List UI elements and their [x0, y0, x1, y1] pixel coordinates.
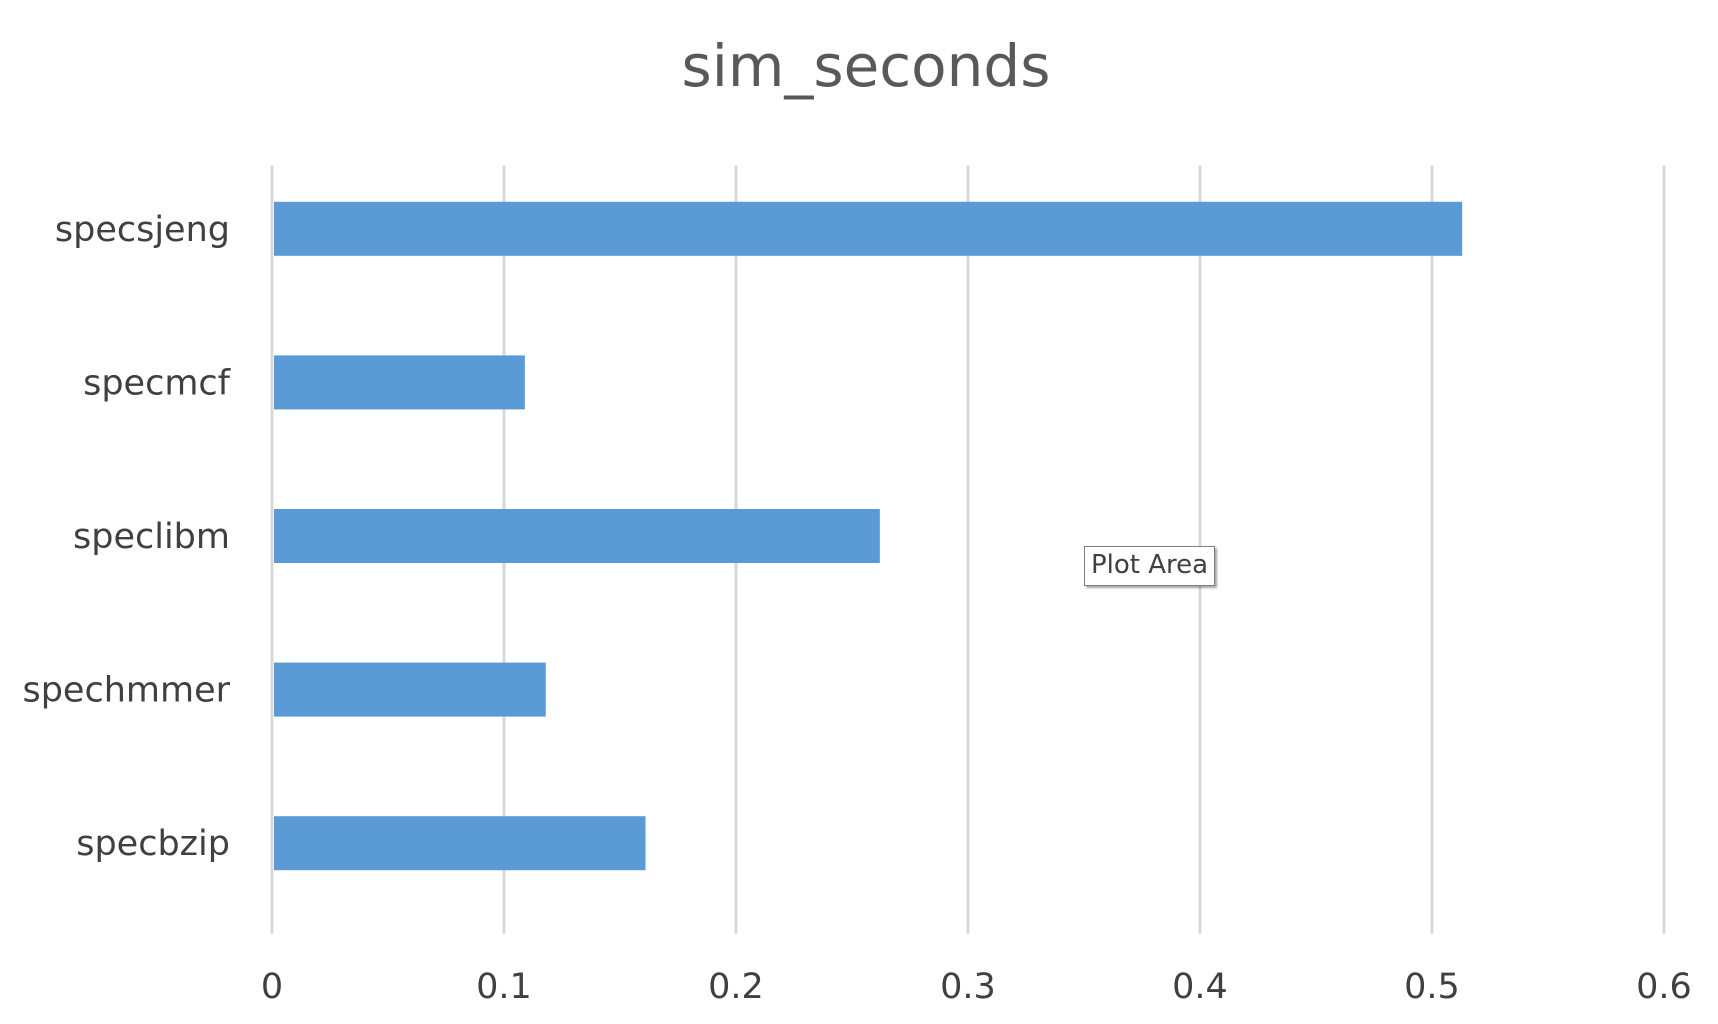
- category-labels: specsjeng specmcf speclibm spechmmer specbzi…: [22, 210, 230, 864]
- x-tick-label: 0.4: [1172, 967, 1228, 1007]
- bars: [274, 201, 1463, 871]
- x-tick-label: 0.6: [1636, 967, 1692, 1007]
- bar-specmcf: [274, 355, 525, 410]
- bar-speclibm: [274, 509, 880, 563]
- x-tick-label: 0.2: [708, 967, 764, 1007]
- x-tick-label: 0.1: [476, 967, 532, 1007]
- bar-specbzip: [274, 816, 646, 871]
- category-label-specsjeng: specsjeng: [55, 210, 230, 250]
- category-label-speclibm: speclibm: [73, 517, 230, 557]
- chart-title: sim_seconds: [682, 32, 1051, 100]
- x-tick-label: 0: [261, 967, 283, 1007]
- plot-area-tooltip: Plot Area: [1084, 546, 1216, 586]
- category-label-spechmmer: spechmmer: [22, 671, 230, 711]
- bar-spechmmer: [274, 662, 546, 717]
- x-tick-label: 0.3: [940, 967, 996, 1007]
- x-tick-labels: 0 0.1 0.2 0.3 0.4 0.5 0.6: [261, 967, 1692, 1007]
- category-label-specmcf: specmcf: [83, 363, 231, 403]
- bar-specsjeng: [274, 201, 1463, 256]
- x-tick-label: 0.5: [1404, 967, 1460, 1007]
- category-label-specbzip: specbzip: [76, 824, 230, 864]
